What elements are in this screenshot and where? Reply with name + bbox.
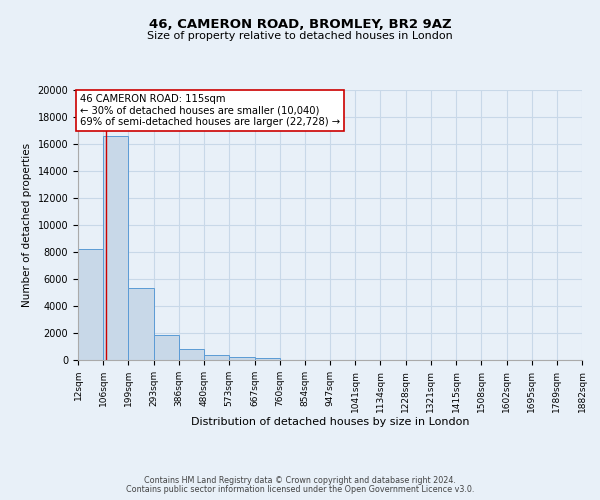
Text: Contains public sector information licensed under the Open Government Licence v3: Contains public sector information licen… bbox=[126, 485, 474, 494]
Text: Size of property relative to detached houses in London: Size of property relative to detached ho… bbox=[147, 31, 453, 41]
Bar bbox=[154, 335, 179, 360]
Bar bbox=[254, 358, 280, 360]
Text: Contains HM Land Registry data © Crown copyright and database right 2024.: Contains HM Land Registry data © Crown c… bbox=[144, 476, 456, 485]
Bar bbox=[204, 356, 229, 360]
Bar bbox=[229, 358, 254, 360]
Bar bbox=[103, 136, 128, 360]
Text: 46, CAMERON ROAD, BROMLEY, BR2 9AZ: 46, CAMERON ROAD, BROMLEY, BR2 9AZ bbox=[149, 18, 451, 30]
Bar bbox=[179, 349, 204, 360]
Bar bbox=[128, 288, 154, 360]
Y-axis label: Number of detached properties: Number of detached properties bbox=[22, 143, 32, 307]
Bar bbox=[78, 250, 103, 360]
X-axis label: Distribution of detached houses by size in London: Distribution of detached houses by size … bbox=[191, 418, 469, 428]
Text: 46 CAMERON ROAD: 115sqm
← 30% of detached houses are smaller (10,040)
69% of sem: 46 CAMERON ROAD: 115sqm ← 30% of detache… bbox=[80, 94, 340, 127]
